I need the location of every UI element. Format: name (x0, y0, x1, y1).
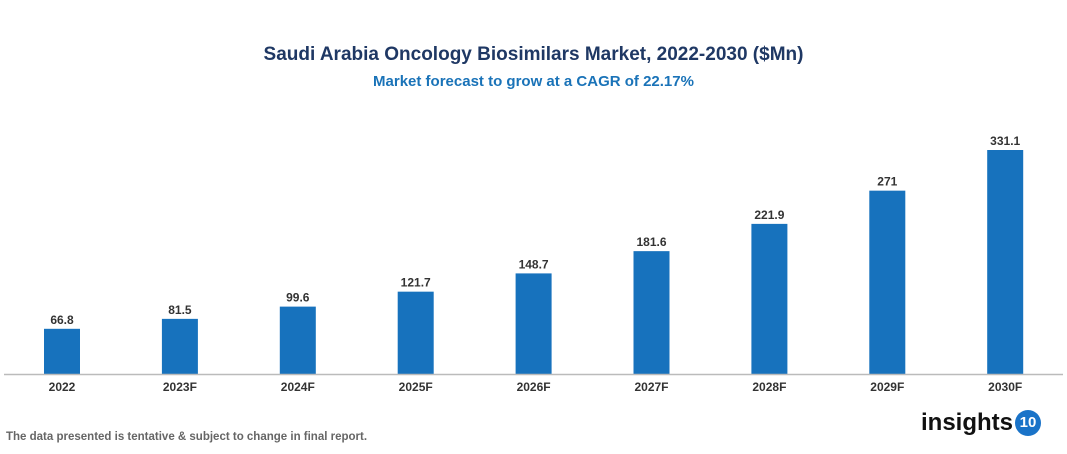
x-tick-label: 2027F (634, 380, 668, 394)
chart-title: Saudi Arabia Oncology Biosimilars Market… (263, 44, 804, 65)
x-tick-label: 2025F (399, 380, 433, 394)
data-label: 221.9 (754, 208, 784, 222)
data-label: 99.6 (286, 291, 310, 305)
x-tick-label: 2029F (870, 380, 904, 394)
footnote: The data presented is tentative & subjec… (6, 431, 368, 443)
data-label: 148.7 (519, 257, 549, 271)
data-label: 66.8 (50, 313, 74, 327)
bar-2027F (633, 251, 670, 374)
data-label: 271 (877, 175, 897, 189)
bar-2025F (397, 291, 434, 374)
data-label: 331.1 (990, 134, 1020, 148)
bar-2026F (515, 273, 552, 374)
bar-2030F (987, 150, 1024, 374)
data-label: 81.5 (168, 303, 192, 317)
x-tick-label: 2028F (752, 380, 786, 394)
x-tick-label: 2030F (988, 380, 1022, 394)
logo-badge: 10 (1015, 410, 1042, 436)
bar-2022 (44, 328, 80, 374)
logo-text: insights (921, 409, 1014, 436)
x-tick-label: 2022 (49, 380, 76, 394)
bar-2023F (161, 318, 198, 374)
x-tick-label: 2026F (517, 380, 551, 394)
x-tick-label: 2024F (281, 380, 315, 394)
chart-subtitle: Market forecast to grow at a CAGR of 22.… (373, 73, 694, 90)
bar-2024F (279, 306, 316, 374)
insights10-logo: insights 10 (921, 409, 1042, 437)
bar-2029F (869, 190, 906, 374)
data-label: 121.7 (401, 276, 431, 290)
bar-2028F (751, 223, 788, 374)
data-label: 181.6 (636, 235, 666, 249)
x-tick-label: 2023F (163, 380, 197, 394)
